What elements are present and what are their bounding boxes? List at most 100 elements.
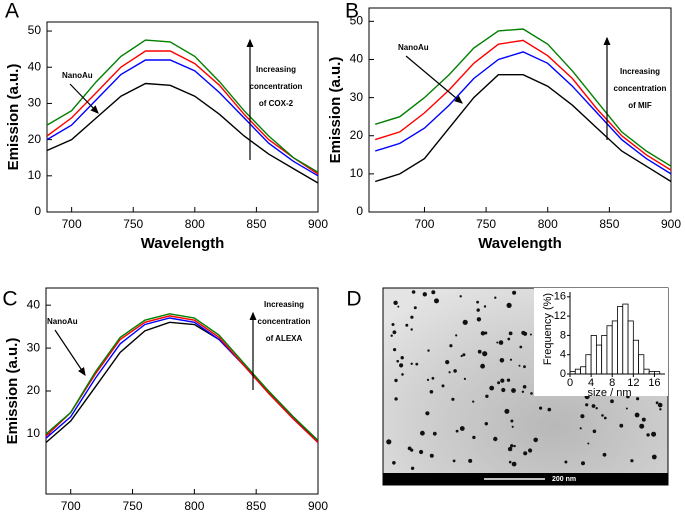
particle xyxy=(518,364,521,367)
particle xyxy=(391,323,395,326)
x-tick-label: 900 xyxy=(308,217,328,231)
particle xyxy=(455,429,459,433)
particle xyxy=(591,404,596,408)
particle xyxy=(415,362,419,366)
emission-line xyxy=(45,315,319,444)
particle xyxy=(497,381,501,385)
particle xyxy=(512,290,517,295)
y-tick-label: 20 xyxy=(27,383,41,397)
particle xyxy=(521,390,525,393)
particle xyxy=(508,331,513,336)
particle xyxy=(472,435,476,440)
particle xyxy=(529,333,532,336)
panel-label: A xyxy=(5,0,19,23)
particle xyxy=(547,407,552,412)
histogram-bar xyxy=(627,320,634,375)
inset-background xyxy=(534,288,668,396)
y-tick-label: 10 xyxy=(350,166,364,180)
y-tick-label: 30 xyxy=(27,340,41,354)
particle xyxy=(579,427,582,430)
annotation-line: concentration xyxy=(258,317,311,326)
particle xyxy=(441,384,445,388)
particle xyxy=(564,460,568,464)
emission-line xyxy=(374,51,672,175)
particle xyxy=(386,439,392,445)
x-tick-label: 900 xyxy=(661,217,681,231)
particle xyxy=(434,298,439,304)
annotation-line: Increasing xyxy=(264,300,304,309)
particle xyxy=(651,454,657,460)
particle xyxy=(619,423,624,428)
histogram-bar xyxy=(643,368,650,375)
y-tick-label: 0 xyxy=(356,204,363,218)
particle xyxy=(411,290,416,294)
histogram-bar xyxy=(611,320,618,375)
particle xyxy=(476,317,482,322)
annotation: NanoAu xyxy=(47,317,78,326)
particle xyxy=(634,412,640,418)
particle xyxy=(419,449,424,455)
particle xyxy=(429,390,434,394)
particle xyxy=(655,401,659,405)
x-tick-label: 4 xyxy=(588,377,594,389)
x-tick-label: 850 xyxy=(599,217,619,231)
x-tick-label: 700 xyxy=(62,217,82,231)
annotation-arrow xyxy=(405,55,463,104)
particle xyxy=(476,308,480,312)
particle xyxy=(530,392,533,395)
histogram-bar xyxy=(632,339,640,375)
particle xyxy=(425,411,430,416)
particles xyxy=(386,290,663,470)
annotation-line: concentration xyxy=(614,84,667,93)
particle xyxy=(507,446,513,452)
particle xyxy=(477,349,482,354)
y-tick-label: 4 xyxy=(560,349,566,361)
particle xyxy=(651,431,657,437)
particle xyxy=(393,348,397,352)
particle xyxy=(523,365,526,369)
emission-line xyxy=(46,82,319,184)
particle xyxy=(459,426,465,431)
particle xyxy=(581,461,585,466)
particle xyxy=(476,300,479,304)
particle xyxy=(508,460,512,464)
particle xyxy=(468,458,473,463)
y-tick-label: 50 xyxy=(350,14,364,28)
particle xyxy=(500,378,505,383)
y-axis-title: Emission (a.u.) xyxy=(5,64,22,171)
plot-frame xyxy=(46,21,319,213)
annotation-line: concentration xyxy=(250,82,303,91)
particle xyxy=(657,402,663,408)
y-tick-label: 8 xyxy=(560,329,566,341)
y-tick-label: 30 xyxy=(28,96,42,110)
particle xyxy=(509,358,513,361)
particle xyxy=(453,369,457,373)
x-tick-label: 750 xyxy=(476,217,496,231)
y-axis-title: Emission (a.u.) xyxy=(4,338,21,445)
particle xyxy=(413,306,417,310)
particle xyxy=(393,300,398,305)
histogram-bar xyxy=(606,325,613,375)
particle xyxy=(426,378,430,381)
histogram-bar xyxy=(622,303,629,375)
particle xyxy=(519,345,523,349)
particle xyxy=(510,419,514,423)
histogram-bar xyxy=(601,335,608,375)
y-axis-title: Frequency (%) xyxy=(542,293,554,365)
particle xyxy=(405,323,409,327)
particle xyxy=(410,328,413,331)
particle xyxy=(501,387,506,393)
particle xyxy=(480,331,486,336)
particle xyxy=(462,319,468,325)
particle xyxy=(506,302,512,308)
x-axis-title: Wavelength xyxy=(140,517,224,519)
particle xyxy=(431,376,435,380)
particle xyxy=(528,448,533,453)
annotation-arrow xyxy=(69,83,99,114)
particle xyxy=(448,371,451,374)
particle xyxy=(420,430,425,436)
particle xyxy=(639,423,645,429)
y-tick-label: 12 xyxy=(554,310,566,322)
x-tick-label: 800 xyxy=(184,499,204,513)
x-tick-label: 850 xyxy=(246,499,266,513)
